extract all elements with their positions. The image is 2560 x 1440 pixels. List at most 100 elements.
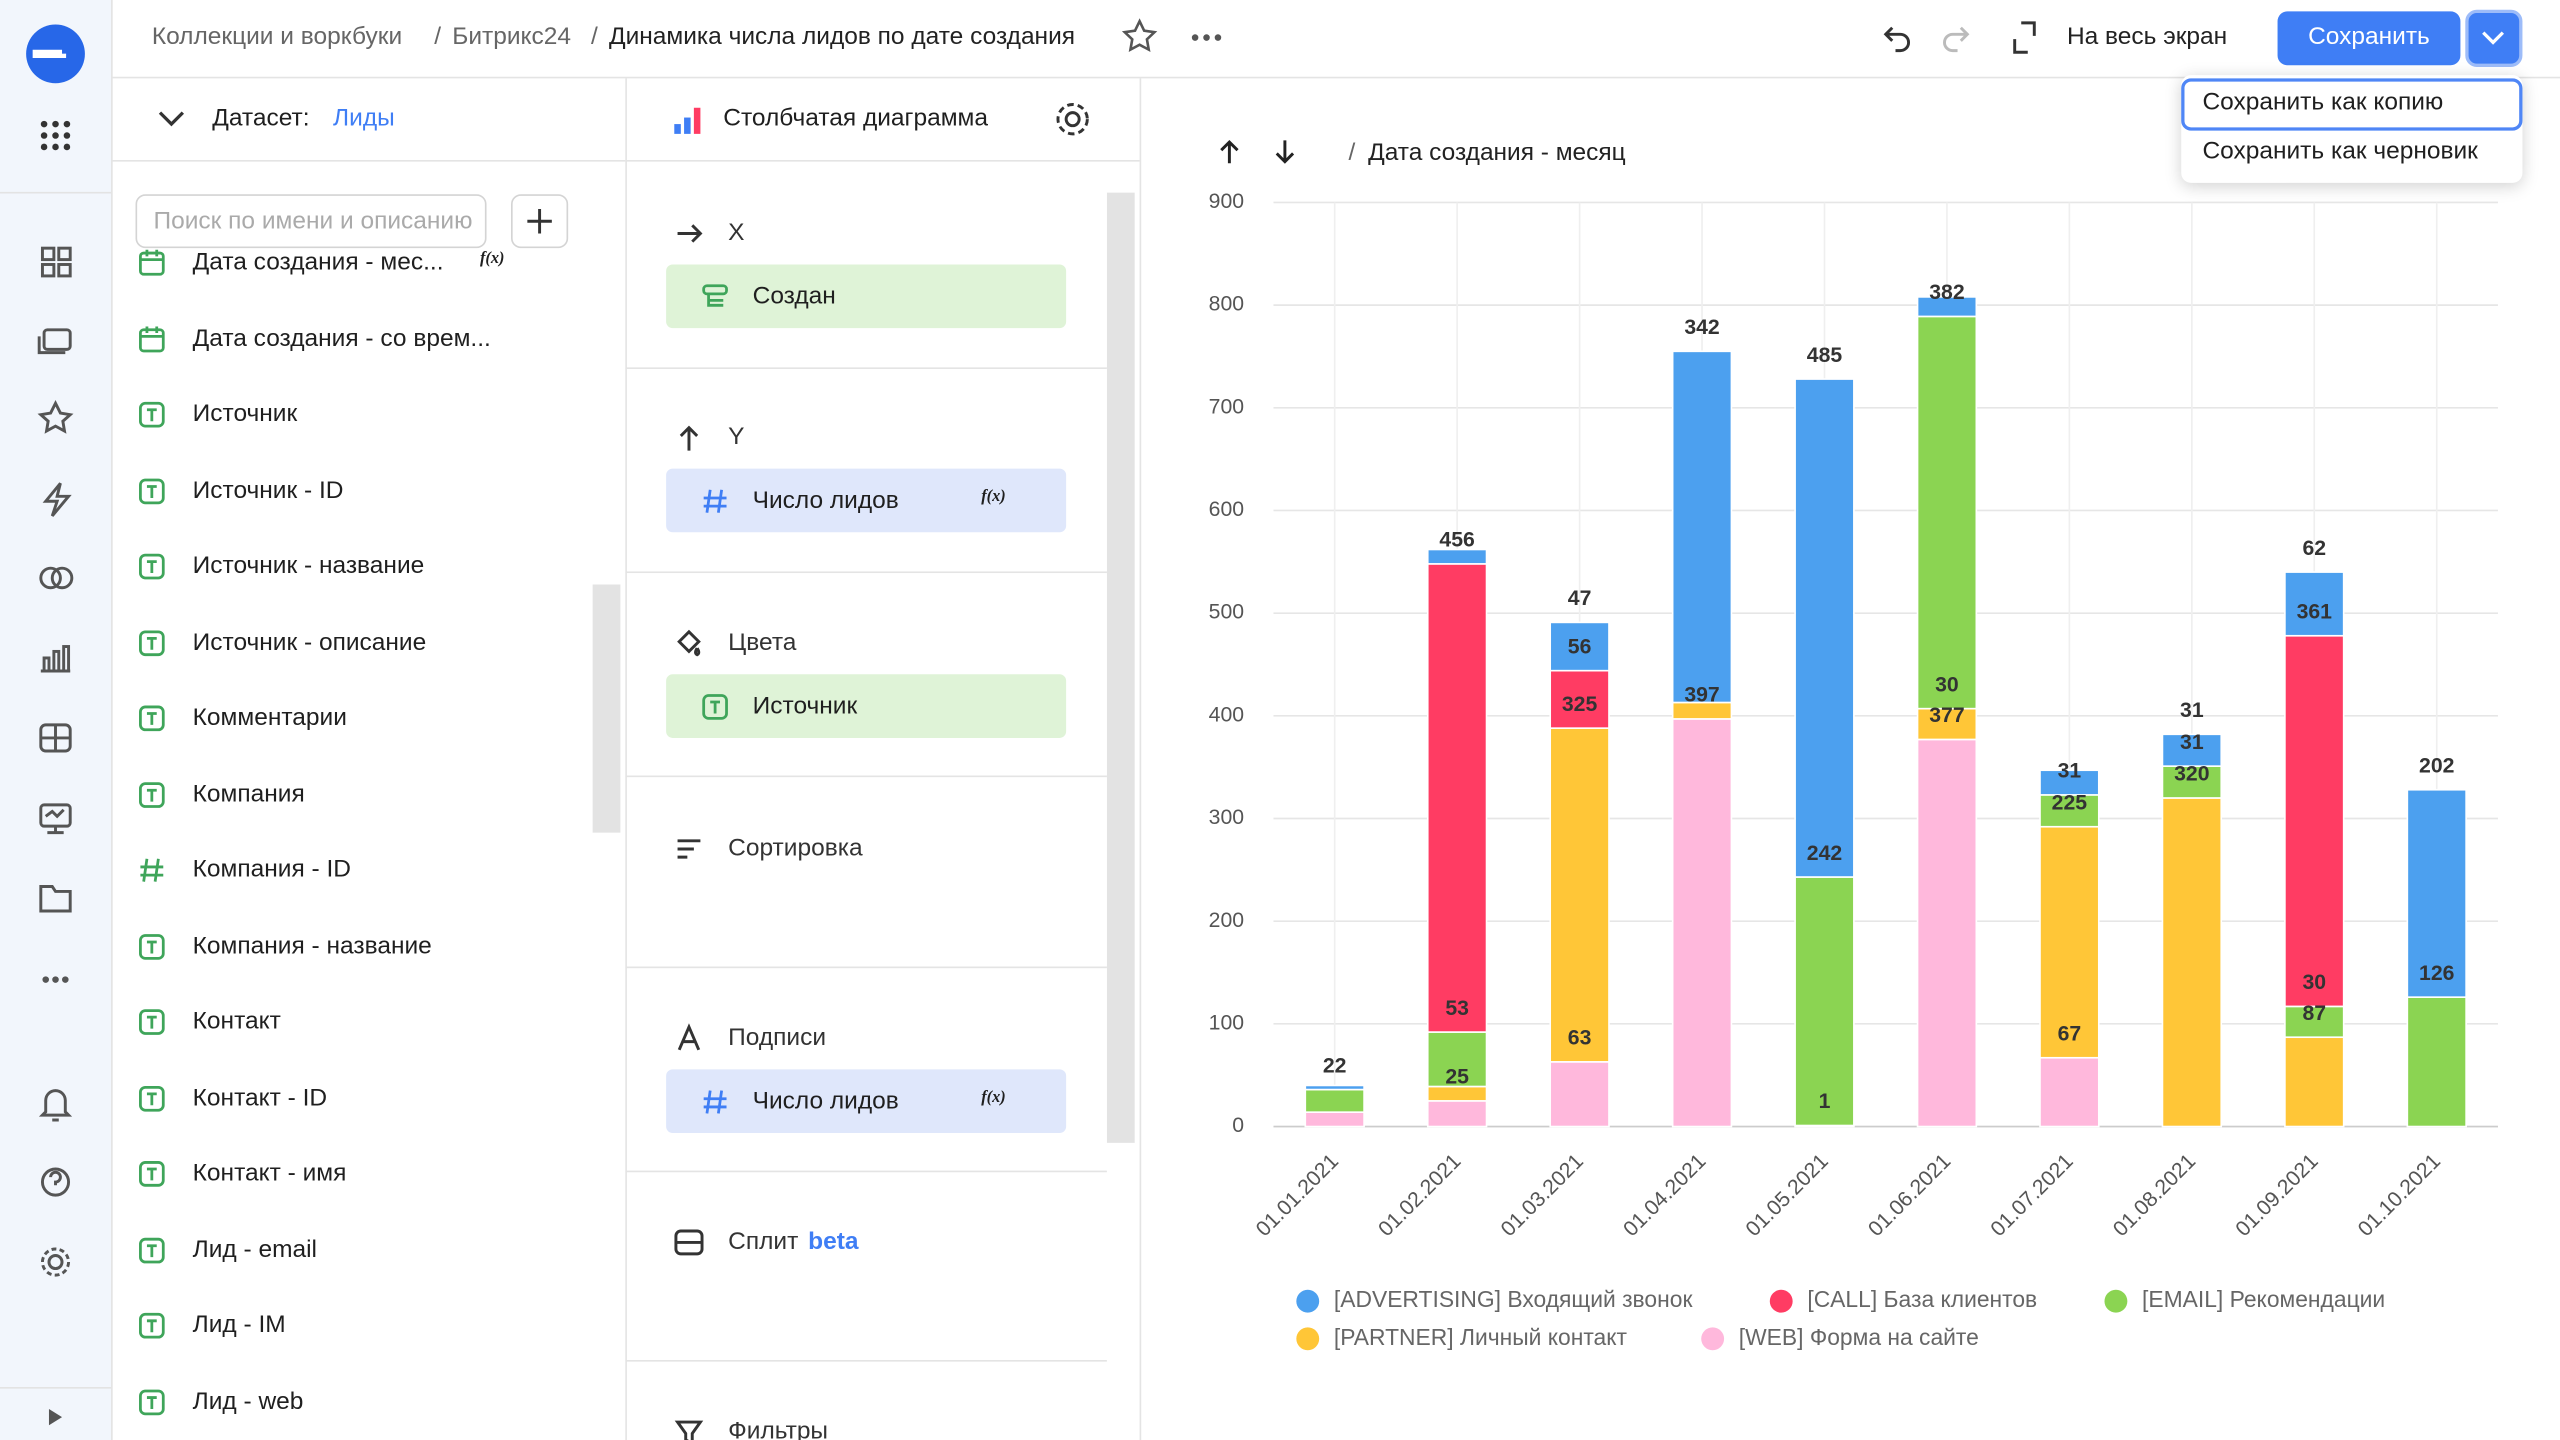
sort-down[interactable]	[1275, 140, 1295, 164]
legend-label[interactable]: [PARTNER] Личный контакт	[1334, 1324, 1628, 1350]
x-tick-label: 01.10.2021	[2354, 1150, 2445, 1241]
nav-more[interactable]	[42, 976, 69, 983]
legend-label[interactable]: [WEB] Форма на сайте	[1739, 1324, 1979, 1350]
field-name[interactable]: Источник - ID	[192, 475, 344, 504]
field-item[interactable]: Контакт - ID	[111, 1082, 593, 1115]
field-name[interactable]: Комментарии	[192, 703, 347, 732]
field-name[interactable]: Лид - web	[192, 1386, 304, 1415]
data-label: 397	[1684, 684, 1719, 707]
chart-settings[interactable]	[1053, 100, 1092, 139]
save-button-label[interactable]: Сохранить	[2308, 22, 2430, 51]
field-name[interactable]: Компания	[192, 779, 305, 808]
scrollbar	[1106, 192, 1135, 1143]
item-icon	[699, 691, 732, 732]
field-name[interactable]: Источник - описание	[192, 627, 427, 656]
legend-marker[interactable]	[2104, 1289, 2128, 1313]
fullscreen-icon[interactable]	[2013, 21, 2036, 54]
nav-charts[interactable]	[40, 645, 71, 673]
field-item[interactable]: Лид - web	[111, 1385, 593, 1418]
field-name[interactable]: Контакт	[192, 1007, 281, 1036]
field-name[interactable]: Контакт - ID	[192, 1083, 328, 1112]
chart-type-icon[interactable]	[671, 101, 707, 137]
path-separator: /	[1349, 139, 1356, 166]
placeholder-item[interactable]: Создан	[666, 264, 1067, 329]
search-input[interactable]: Поиск по имени и описанию	[135, 194, 487, 249]
field-item[interactable]: Источник	[111, 398, 593, 431]
legend-marker[interactable]	[1296, 1327, 1320, 1351]
field-item[interactable]: Лид - IM	[111, 1309, 593, 1342]
collapse-button[interactable]	[48, 1408, 63, 1426]
save-menu-item[interactable]	[2181, 78, 2523, 131]
field-name[interactable]: Источник	[192, 400, 298, 428]
dataset-toggle[interactable]	[155, 103, 188, 136]
nav-notifications[interactable]	[38, 1089, 73, 1122]
nav-actions[interactable]	[42, 482, 72, 517]
field-name[interactable]: Лид - IM	[192, 1311, 286, 1339]
placeholder-item[interactable]: Число лидов f(x)	[666, 1069, 1067, 1134]
field-name[interactable]: Дата создания - со врем...	[192, 324, 491, 352]
legend-label[interactable]: [ADVERTISING] Входящий звонок	[1334, 1286, 1694, 1312]
legend-marker[interactable]	[1296, 1289, 1320, 1313]
placeholder-item[interactable]: Число лидов f(x)	[666, 468, 1067, 533]
field-item[interactable]: Дата создания - со врем...	[111, 322, 593, 355]
sort-up[interactable]	[1220, 139, 1239, 164]
nav-dashboard[interactable]	[40, 246, 72, 278]
nav-datasets[interactable]	[39, 566, 74, 590]
field-item[interactable]: Источник - название	[111, 550, 593, 583]
nav-monitor[interactable]	[39, 803, 72, 835]
nav-folder[interactable]	[39, 885, 72, 913]
x-tick-label: 01.07.2021	[1986, 1150, 2077, 1241]
save-draft[interactable]: Сохранить как черновик	[2202, 137, 2478, 165]
more-button[interactable]	[1191, 34, 1222, 41]
field-name[interactable]: Компания - название	[192, 931, 432, 960]
item-icon	[699, 485, 732, 526]
dataset-name[interactable]: Лиды	[333, 104, 395, 133]
field-name[interactable]: Дата создания - мес...	[192, 248, 444, 276]
x-tick-label: 01.03.2021	[1497, 1150, 1588, 1241]
legend-label[interactable]: [EMAIL] Рекомендации	[2142, 1286, 2385, 1312]
section-title: Фильтры	[728, 1417, 829, 1440]
y-tick-label: 300	[1209, 806, 1244, 829]
field-item[interactable]: Источник - ID	[111, 474, 593, 507]
save-button[interactable]	[2277, 11, 2461, 66]
chart-type[interactable]: Столбчатая диаграмма	[723, 104, 989, 133]
breadcrumb-item[interactable]: Битрикс24	[452, 22, 571, 51]
field-item[interactable]: Компания - название	[111, 930, 593, 963]
placeholder-item[interactable]: Источник	[666, 674, 1067, 738]
field-name[interactable]: Источник - название	[192, 551, 425, 580]
legend-label[interactable]: [CALL] База клиентов	[1807, 1286, 2037, 1312]
field-name[interactable]: Контакт - имя	[192, 1159, 347, 1187]
text-icon	[139, 629, 165, 656]
field-item[interactable]: Лид - email	[111, 1233, 593, 1266]
save-menu-toggle[interactable]	[2465, 9, 2523, 67]
field-item[interactable]: Комментарии	[111, 702, 593, 735]
field-name[interactable]: Компания - ID	[192, 855, 351, 884]
item-name: Источник	[752, 692, 858, 720]
field-item[interactable]: Контакт	[111, 1006, 593, 1039]
field-name[interactable]: Лид - email	[192, 1235, 317, 1263]
redo-button[interactable]	[1943, 26, 1970, 53]
legend-marker[interactable]	[1701, 1327, 1725, 1351]
apps-icon[interactable]	[40, 120, 71, 151]
fullscreen-button[interactable]: На весь экран	[2066, 22, 2228, 51]
add-field-button[interactable]	[511, 194, 569, 249]
save-copy[interactable]: Сохранить как копию	[2202, 88, 2444, 116]
field-item[interactable]: Источник - описание	[111, 626, 593, 659]
favorite-button[interactable]	[1121, 18, 1158, 53]
field-item[interactable]: Контакт - имя	[111, 1158, 593, 1191]
nav-help[interactable]	[40, 1167, 71, 1197]
breadcrumb-item[interactable]: Коллекции и воркбуки	[151, 22, 403, 51]
undo-button[interactable]	[1883, 26, 1910, 53]
nav-collections[interactable]	[37, 328, 72, 355]
legend-marker[interactable]	[1769, 1289, 1793, 1313]
nav-favorites[interactable]	[37, 399, 74, 434]
bar-segment	[1916, 707, 1978, 741]
field-item[interactable]: Дата создания - мес... f(x)	[111, 247, 593, 280]
nav-settings[interactable]	[40, 1247, 71, 1277]
field-item[interactable]: Компания - ID	[111, 854, 593, 887]
field-icon	[136, 626, 169, 667]
item-name: Число лидов	[752, 486, 899, 515]
field-item[interactable]: Компания	[111, 778, 593, 811]
nav-grid[interactable]	[39, 723, 72, 753]
x-tick-label: 01.05.2021	[1742, 1150, 1833, 1241]
